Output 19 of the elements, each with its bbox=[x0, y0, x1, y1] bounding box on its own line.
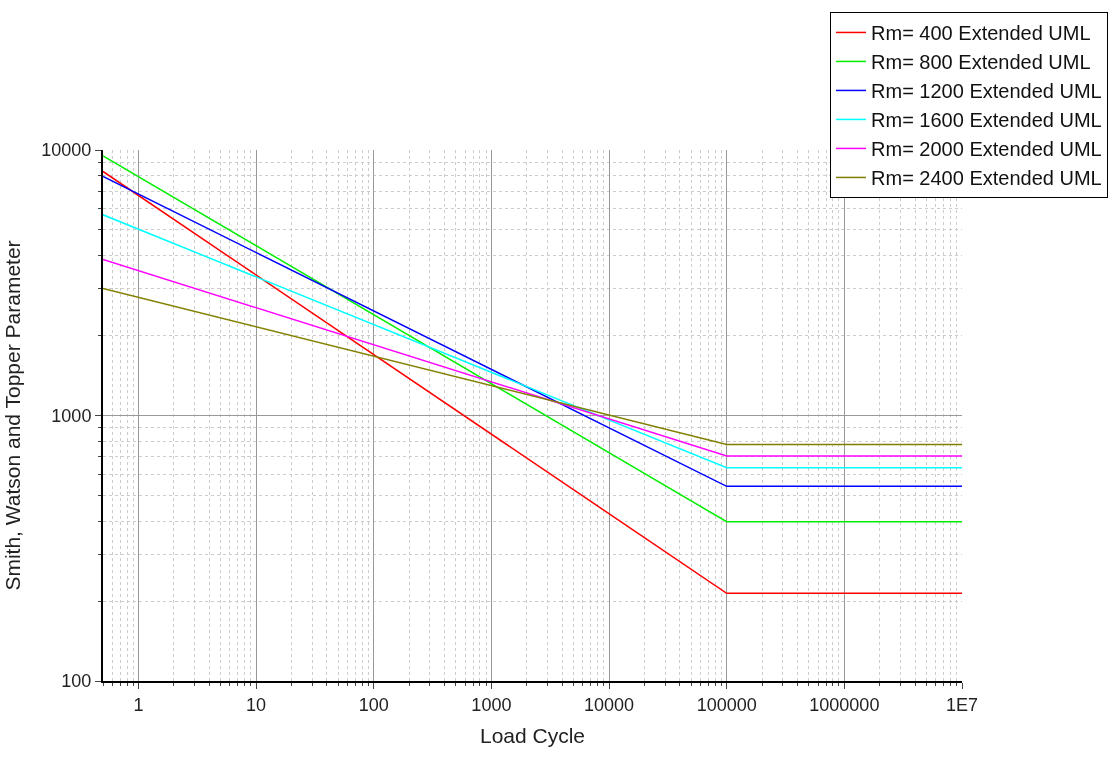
x-tick-label: 1 bbox=[133, 694, 144, 715]
x-tick-label: 100 bbox=[358, 694, 389, 715]
legend-label: Rm= 2000 Extended UML bbox=[871, 138, 1102, 161]
y-tick-label: 1000 bbox=[51, 405, 92, 426]
y-tick-label: 100 bbox=[61, 671, 92, 692]
x-tick-label: 100000 bbox=[696, 694, 757, 715]
legend-label: Rm= 2400 Extended UML bbox=[871, 167, 1102, 190]
legend-label: Rm= 1600 Extended UML bbox=[871, 109, 1102, 132]
x-tick-label: 10000 bbox=[584, 694, 635, 715]
x-tick-label: 10 bbox=[246, 694, 267, 715]
legend-label: Rm= 400 Extended UML bbox=[871, 22, 1091, 45]
x-tick-label: 1000000 bbox=[809, 694, 880, 715]
legend-label: Rm= 1200 Extended UML bbox=[871, 80, 1102, 103]
x-tick-label: 1000 bbox=[471, 694, 512, 715]
legend-label: Rm= 800 Extended UML bbox=[871, 51, 1091, 74]
y-tick-label: 10000 bbox=[41, 140, 92, 161]
x-tick-label: 1E7 bbox=[945, 694, 979, 715]
y-axis-title: Smith, Watson and Topper Parameter bbox=[0, 240, 24, 591]
x-axis-title: Load Cycle bbox=[479, 724, 586, 748]
